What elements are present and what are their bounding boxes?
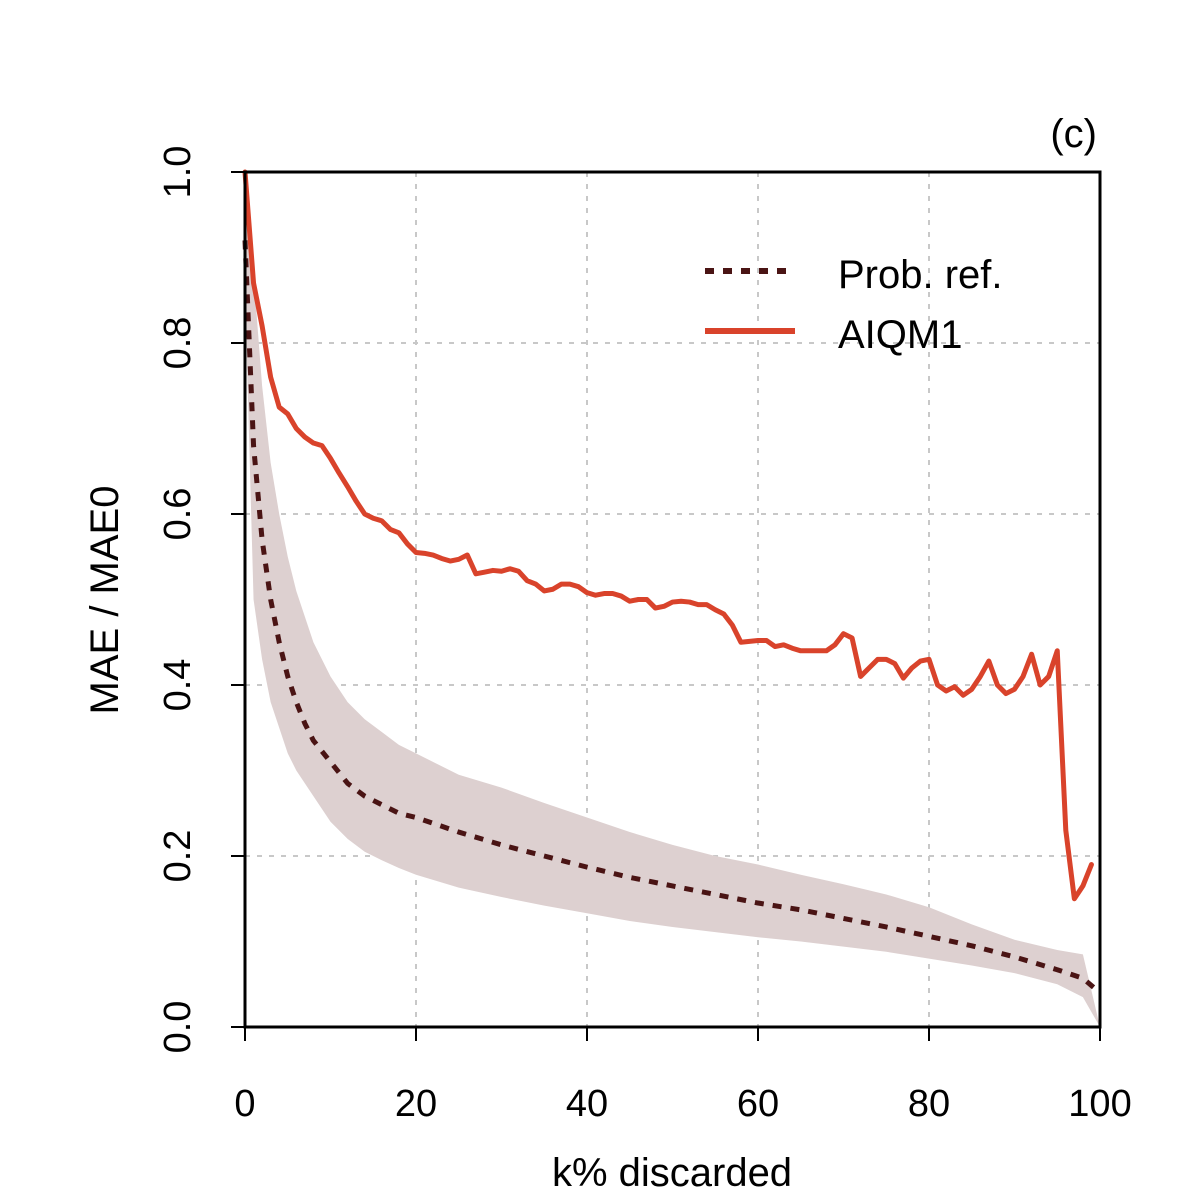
x-tick-label-4: 80 [908,1083,950,1125]
plot-frame [243,170,1102,1029]
y-axis-title: MAE / MAE0 [83,486,127,715]
y-tick-label-3: 0.6 [157,488,199,541]
y-tick-label-0: 0.0 [157,1001,199,1054]
x-axis-ticks: 0 20 40 60 80 100 [234,1027,1132,1125]
legend: Prob. ref. AIQM1 [705,253,1003,357]
x-tick-label-3: 60 [737,1083,779,1125]
y-tick-label-2: 0.4 [157,659,199,712]
panel-label: (c) [1050,112,1097,156]
uncertainty-band [245,206,1100,1027]
y-tick-label-1: 0.2 [157,830,199,883]
legend-label-prob-ref: Prob. ref. [838,253,1003,297]
x-tick-label-5: 100 [1068,1083,1131,1125]
legend-label-aiqm1: AIQM1 [838,313,962,357]
series-layer [242,169,1102,995]
series-line-aiqm1 [242,169,1094,902]
series-line-prob-ref [242,240,1102,995]
uncertainty-band-layer [245,206,1100,1027]
y-axis-ticks: 0.0 0.2 0.4 0.6 0.8 1.0 [157,146,245,1054]
x-tick-label-2: 40 [566,1083,608,1125]
y-tick-label-4: 0.8 [157,317,199,370]
x-tick-label-1: 20 [395,1083,437,1125]
x-axis-title: k% discarded [552,1151,792,1195]
x-tick-label-0: 0 [234,1083,255,1125]
y-tick-label-5: 1.0 [157,146,199,199]
